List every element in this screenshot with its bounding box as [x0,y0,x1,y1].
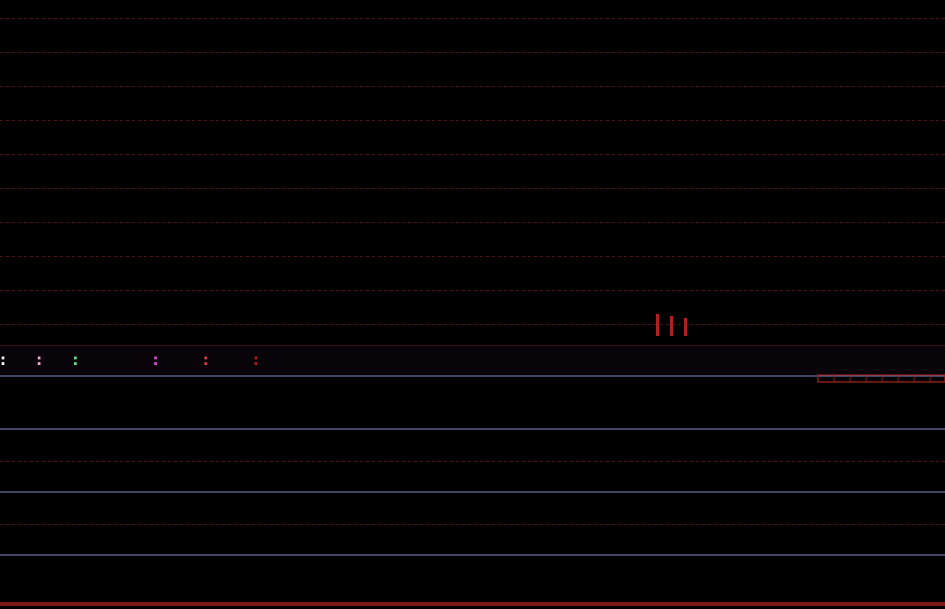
readout-qidong: : [252,351,260,369]
readout-dingbu: : [72,351,79,369]
oscillator-chart [0,374,945,609]
price-gridlines [0,18,945,325]
indicator-chart-pane[interactable] [0,374,945,609]
candlestick-chart [0,18,945,336]
indicator-readout-strip[interactable]: : : : : : : [0,345,945,374]
price-signal-bars [656,314,687,336]
indicator-gridlines-solid [0,375,945,556]
readout-chaoduanxian: : [202,351,209,369]
signal-box [817,374,945,383]
readout-yujing: : [36,351,43,369]
indicator-baseline [0,602,945,606]
indicator-gridlines-dotted [0,461,945,525]
readout-anquan: : [0,351,7,369]
readout-jiancang: : [152,351,159,369]
price-chart-pane[interactable] [0,0,945,345]
